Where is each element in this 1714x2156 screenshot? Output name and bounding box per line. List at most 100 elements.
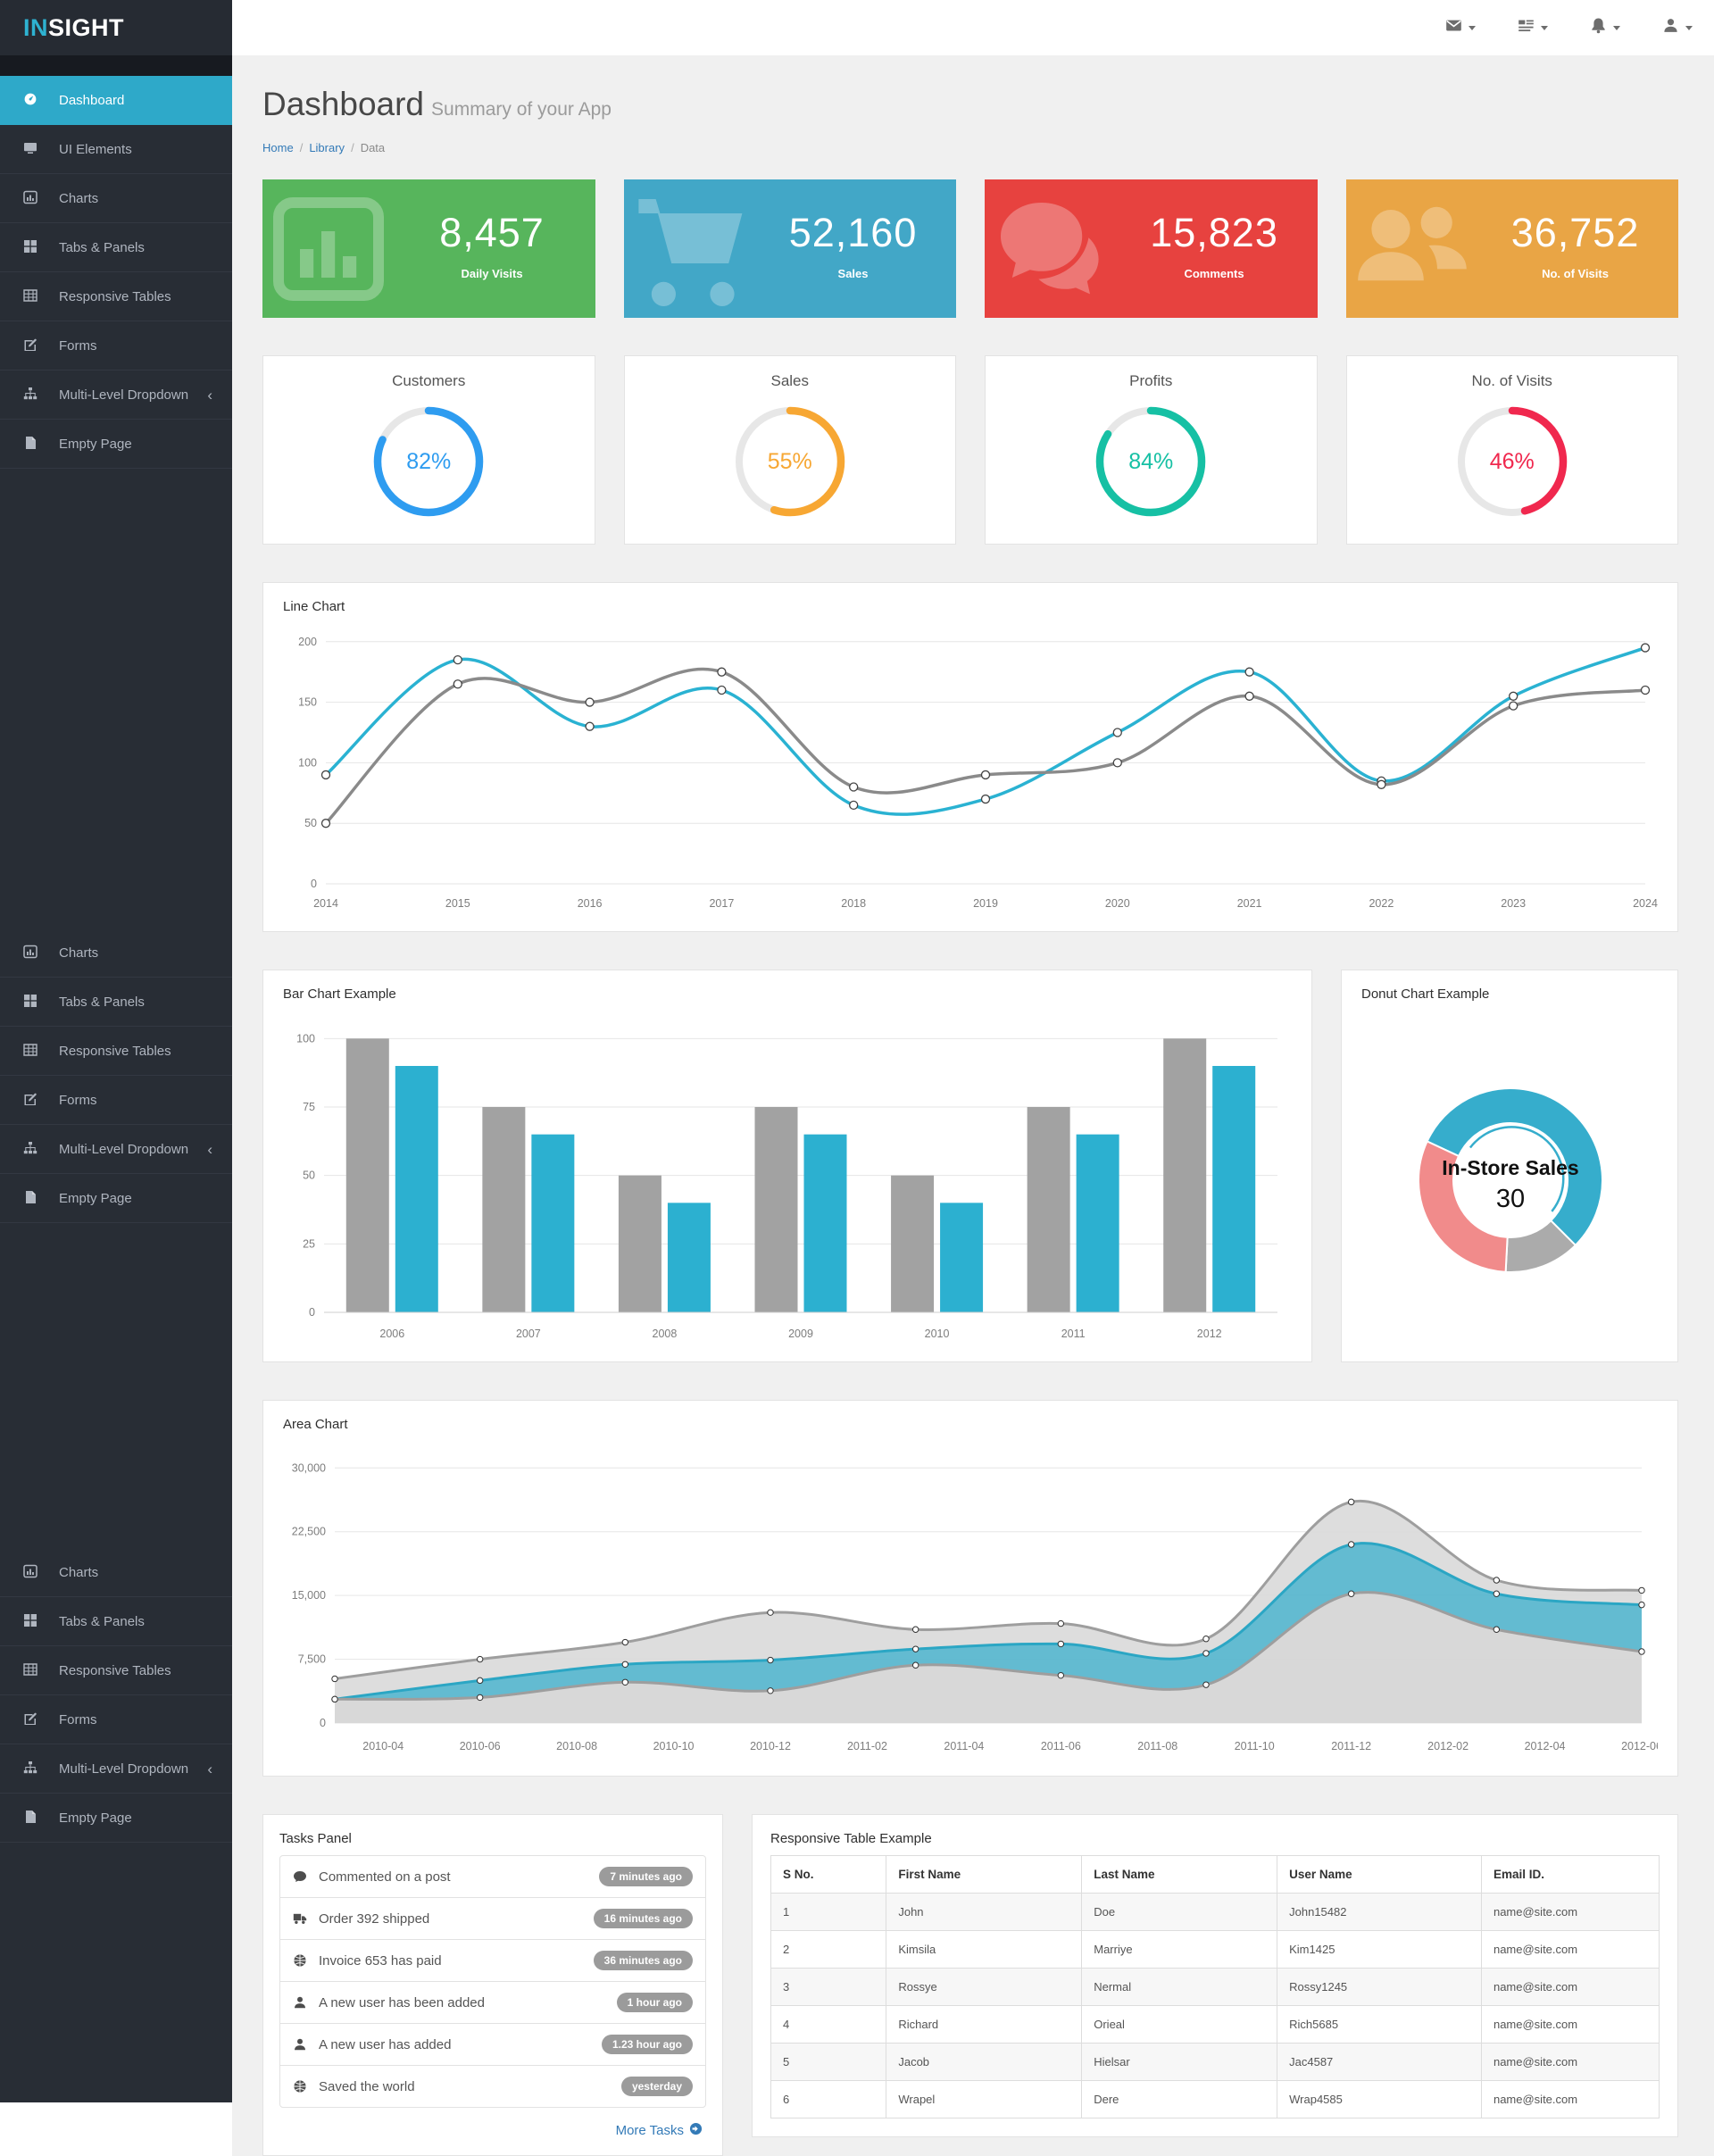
chart-frame-icon <box>23 190 39 206</box>
progress-value: 55% <box>767 448 812 474</box>
sidebar-item-responsive-tables[interactable]: Responsive Tables <box>0 1646 232 1695</box>
sidebar-item-ui-elements[interactable]: UI Elements <box>0 125 232 174</box>
table-cell: name@site.com <box>1480 1893 1660 1931</box>
comment-icon <box>293 1869 308 1885</box>
svg-text:2008: 2008 <box>653 1328 678 1340</box>
progress-panels-row: Customers 82% Sales 55% Profits 84% No. of Vis… <box>262 355 1678 545</box>
sidebar-item-empty-page[interactable]: Empty Page <box>0 1794 232 1843</box>
svg-text:15,000: 15,000 <box>292 1589 326 1602</box>
sidebar-item-multi-level-dropdown[interactable]: Multi-Level Dropdown ‹ <box>0 1125 232 1174</box>
svg-text:2011-06: 2011-06 <box>1041 1740 1081 1752</box>
task-time-badge: 1 hour ago <box>616 1993 693 2012</box>
stat-card-value: 36,752 <box>1510 210 1640 255</box>
task-text: Order 392 shipped <box>319 1910 430 1927</box>
task-time-badge: 7 minutes ago <box>599 1867 693 1886</box>
task-item-order-392-shipped[interactable]: Order 392 shipped 16 minutes ago <box>280 1898 705 1940</box>
sidebar-item-label: Tabs & Panels <box>59 994 145 1010</box>
table-cell: Jac4587 <box>1277 2043 1482 2081</box>
svg-text:2020: 2020 <box>1105 897 1130 910</box>
stat-card-text: 15,823 Comments <box>1111 210 1318 280</box>
users-icon <box>1355 192 1469 311</box>
breadcrumb-separator: / <box>351 141 354 154</box>
tasks-menu[interactable] <box>1518 17 1548 38</box>
table-cell: Kim1425 <box>1277 1930 1482 1969</box>
area-chart: 0 7,500 15,000 22,500 30,000 2010-04 2010-06 20… <box>292 1461 1662 1752</box>
sidebar-item-multi-level-dropdown[interactable]: Multi-Level Dropdown ‹ <box>0 370 232 420</box>
svg-text:2010-10: 2010-10 <box>653 1740 695 1752</box>
task-item-commented-on-a-post[interactable]: Commented on a post 7 minutes ago <box>280 1856 705 1898</box>
sidebar-item-tabs-panels[interactable]: Tabs & Panels <box>0 978 232 1027</box>
svg-text:2024: 2024 <box>1633 897 1658 910</box>
caret-down-icon <box>1613 25 1620 30</box>
svg-text:150: 150 <box>298 696 317 709</box>
breadcrumb-item-home[interactable]: Home <box>262 141 294 154</box>
notifications-menu[interactable] <box>1590 17 1620 38</box>
sidebar-item-dashboard[interactable]: Dashboard <box>0 76 232 125</box>
stat-card-comments[interactable]: 15,823 Comments <box>985 179 1318 318</box>
svg-text:2015: 2015 <box>445 897 470 910</box>
task-item-invoice-653-has-paid[interactable]: Invoice 653 has paid 36 minutes ago <box>280 1940 705 1982</box>
table-cell: 1 <box>770 1893 887 1931</box>
task-item-saved-the-world[interactable]: Saved the world yesterday <box>280 2066 705 2107</box>
brand-logo[interactable]: IN SIGHT <box>0 0 232 55</box>
sidebar-item-tabs-panels[interactable]: Tabs & Panels <box>0 223 232 272</box>
bar-chart-title: Bar Chart Example <box>283 986 396 1002</box>
svg-text:2006: 2006 <box>379 1328 404 1340</box>
sidebar-item-label: Charts <box>59 190 99 206</box>
sidebar-item-label: Empty Page <box>59 436 132 452</box>
sidebar-item-responsive-tables[interactable]: Responsive Tables <box>0 1027 232 1076</box>
breadcrumb-item-library[interactable]: Library <box>309 141 345 154</box>
sidebar-item-label: Multi-Level Dropdown <box>59 1141 189 1157</box>
sidebar-item-multi-level-dropdown[interactable]: Multi-Level Dropdown ‹ <box>0 1744 232 1794</box>
table-col-first-name: First Name <box>886 1855 1083 1894</box>
sidebar-item-empty-page[interactable]: Empty Page <box>0 420 232 469</box>
more-tasks-link[interactable]: More Tasks <box>279 2108 706 2143</box>
area-chart-panel: Area Chart 0 7,500 15,000 22,500 30,000 2010-… <box>262 1400 1678 1777</box>
table-row: 6 Wrapel Dere Wrap4585 name@site.com <box>770 2080 1660 2119</box>
page-title: Dashboard Summary of your App <box>262 86 1678 123</box>
sidebar-item-label: Tabs & Panels <box>59 1613 145 1629</box>
task-item-a-new-user-has-added[interactable]: A new user has added 1.23 hour ago <box>280 2024 705 2066</box>
progress-ring: 82% <box>370 403 487 520</box>
table-row: 4 Richard Orieal Rich5685 name@site.com <box>770 2005 1660 2044</box>
sidebar-item-charts[interactable]: Charts <box>0 174 232 223</box>
stat-card-daily-visits[interactable]: 8,457 Daily Visits <box>262 179 595 318</box>
sidebar-item-label: Tabs & Panels <box>59 239 145 255</box>
table-cell: 5 <box>770 2043 887 2081</box>
stat-card-sales[interactable]: 52,160 Sales <box>623 179 956 318</box>
sidebar-item-responsive-tables[interactable]: Responsive Tables <box>0 272 232 321</box>
task-time-badge: yesterday <box>620 2077 693 2096</box>
messages-menu[interactable] <box>1445 17 1476 38</box>
sidebar-item-forms[interactable]: Forms <box>0 321 232 370</box>
table-cell: Nermal <box>1081 1968 1278 2006</box>
sitemap-icon <box>23 1761 39 1777</box>
donut-segment-mail-order-sales <box>1418 1140 1509 1273</box>
svg-text:2010-12: 2010-12 <box>750 1740 791 1752</box>
table-cell: name@site.com <box>1480 2080 1660 2119</box>
table-panel: Responsive Table Example S No. First Name… <box>752 1814 1678 2137</box>
cart-icon <box>633 192 747 311</box>
table-cell: Doe <box>1081 1893 1278 1931</box>
edit-icon <box>23 337 39 354</box>
sidebar-item-charts[interactable]: Charts <box>0 1548 232 1597</box>
stat-card-label: Sales <box>837 267 869 280</box>
sidebar-item-tabs-panels[interactable]: Tabs & Panels <box>0 1597 232 1646</box>
gauge-icon <box>23 92 39 108</box>
sidebar-item-forms[interactable]: Forms <box>0 1695 232 1744</box>
sidebar-item-charts[interactable]: Charts <box>0 928 232 978</box>
sidebar-item-forms[interactable]: Forms <box>0 1076 232 1125</box>
table-panel-title: Responsive Table Example <box>770 1831 932 1846</box>
task-item-a-new-user-has-been-added[interactable]: A new user has been added 1 hour ago <box>280 1982 705 2024</box>
stat-card-label: Daily Visits <box>461 267 523 280</box>
sidebar-item-label: Empty Page <box>59 1810 132 1826</box>
sidebar-item-empty-page[interactable]: Empty Page <box>0 1174 232 1223</box>
stat-card-no-of-visits[interactable]: 36,752 No. of Visits <box>1345 179 1678 318</box>
sidebar-nav-secondary: Charts Tabs & Panels Responsive Tables Form… <box>0 928 232 1223</box>
svg-text:75: 75 <box>303 1101 315 1113</box>
user-menu[interactable] <box>1662 17 1693 38</box>
stat-cards-row: 8,457 Daily Visits 52,160 Sales 15,823 Commen… <box>262 179 1678 318</box>
task-text: Invoice 653 has paid <box>319 1952 442 1969</box>
svg-text:2012-06: 2012-06 <box>1621 1740 1658 1752</box>
svg-text:2011-02: 2011-02 <box>847 1740 887 1752</box>
sidebar-item-label: Charts <box>59 1564 99 1580</box>
